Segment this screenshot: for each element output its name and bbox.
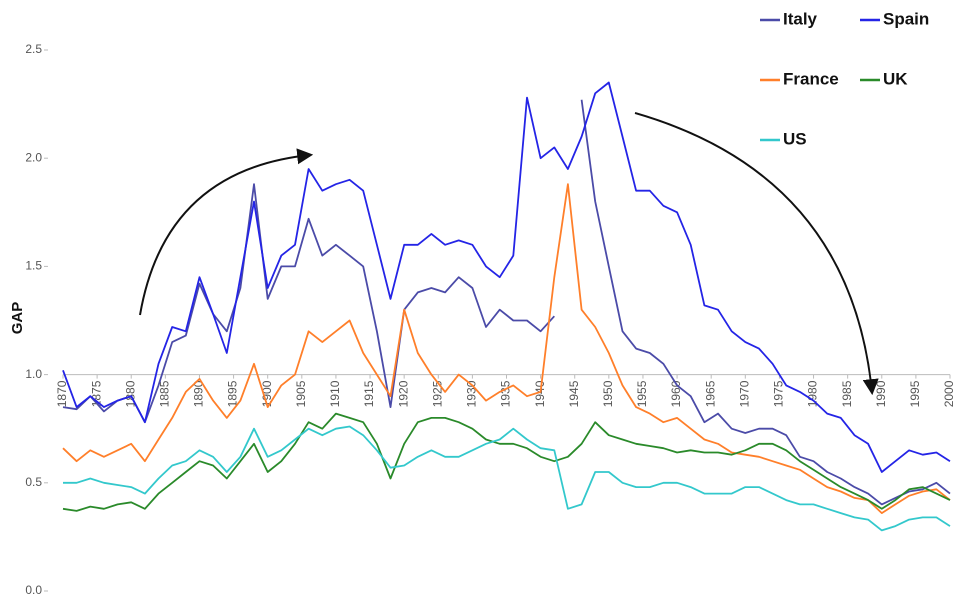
x-tick-label: 1940 — [533, 380, 547, 407]
arrow — [634, 112, 879, 396]
x-tick-label: 1935 — [499, 380, 513, 407]
x-tick-label: 1890 — [192, 380, 206, 407]
x-tick-label: 1980 — [806, 380, 820, 407]
x-tick-label: 1900 — [260, 380, 274, 407]
x-tick-label: 1895 — [226, 380, 240, 407]
y-tick-label: 1.0 — [25, 367, 42, 381]
legend-label: France — [783, 69, 839, 88]
x-tick-label: 1955 — [635, 380, 649, 407]
legend-label: Italy — [783, 9, 818, 28]
y-tick-label: 0.0 — [25, 583, 42, 597]
x-tick-label: 1910 — [328, 380, 342, 407]
y-tick-label: 2.5 — [25, 42, 42, 56]
series-line — [62, 412, 951, 512]
legend-label: US — [783, 129, 807, 148]
y-tick-label: 2.0 — [25, 150, 42, 164]
x-tick-label: 1985 — [840, 380, 854, 407]
x-tick-label: 1990 — [874, 380, 888, 407]
x-tick-label: 1915 — [362, 380, 376, 407]
x-tick-label: 1965 — [703, 380, 717, 407]
x-tick-label: 1925 — [430, 380, 444, 407]
x-tick-label: 2000 — [942, 380, 954, 407]
x-tick-label: 1995 — [908, 380, 922, 407]
x-tick-label: 1920 — [396, 380, 410, 407]
x-tick-label: 1875 — [89, 380, 103, 407]
x-tick-label: 1905 — [294, 380, 308, 407]
y-tick-label: 1.5 — [25, 259, 42, 273]
legend: Italy Spain France UK US — [760, 9, 929, 148]
arrow — [139, 148, 314, 316]
series-line — [62, 81, 951, 473]
y-tick-label: 0.5 — [25, 475, 42, 489]
legend-label: Spain — [883, 9, 929, 28]
series-line — [62, 183, 951, 514]
y-axis-label: GAP — [9, 302, 26, 335]
series-line — [63, 425, 951, 532]
x-tick-label: 1885 — [158, 380, 172, 407]
x-tick-label: 1950 — [601, 380, 615, 407]
x-tick-label: 1970 — [737, 380, 751, 407]
x-tick-label: 1975 — [772, 380, 786, 407]
legend-label: UK — [883, 69, 908, 88]
x-tick-label: 1870 — [55, 380, 69, 407]
x-tick-label: 1945 — [567, 380, 581, 407]
